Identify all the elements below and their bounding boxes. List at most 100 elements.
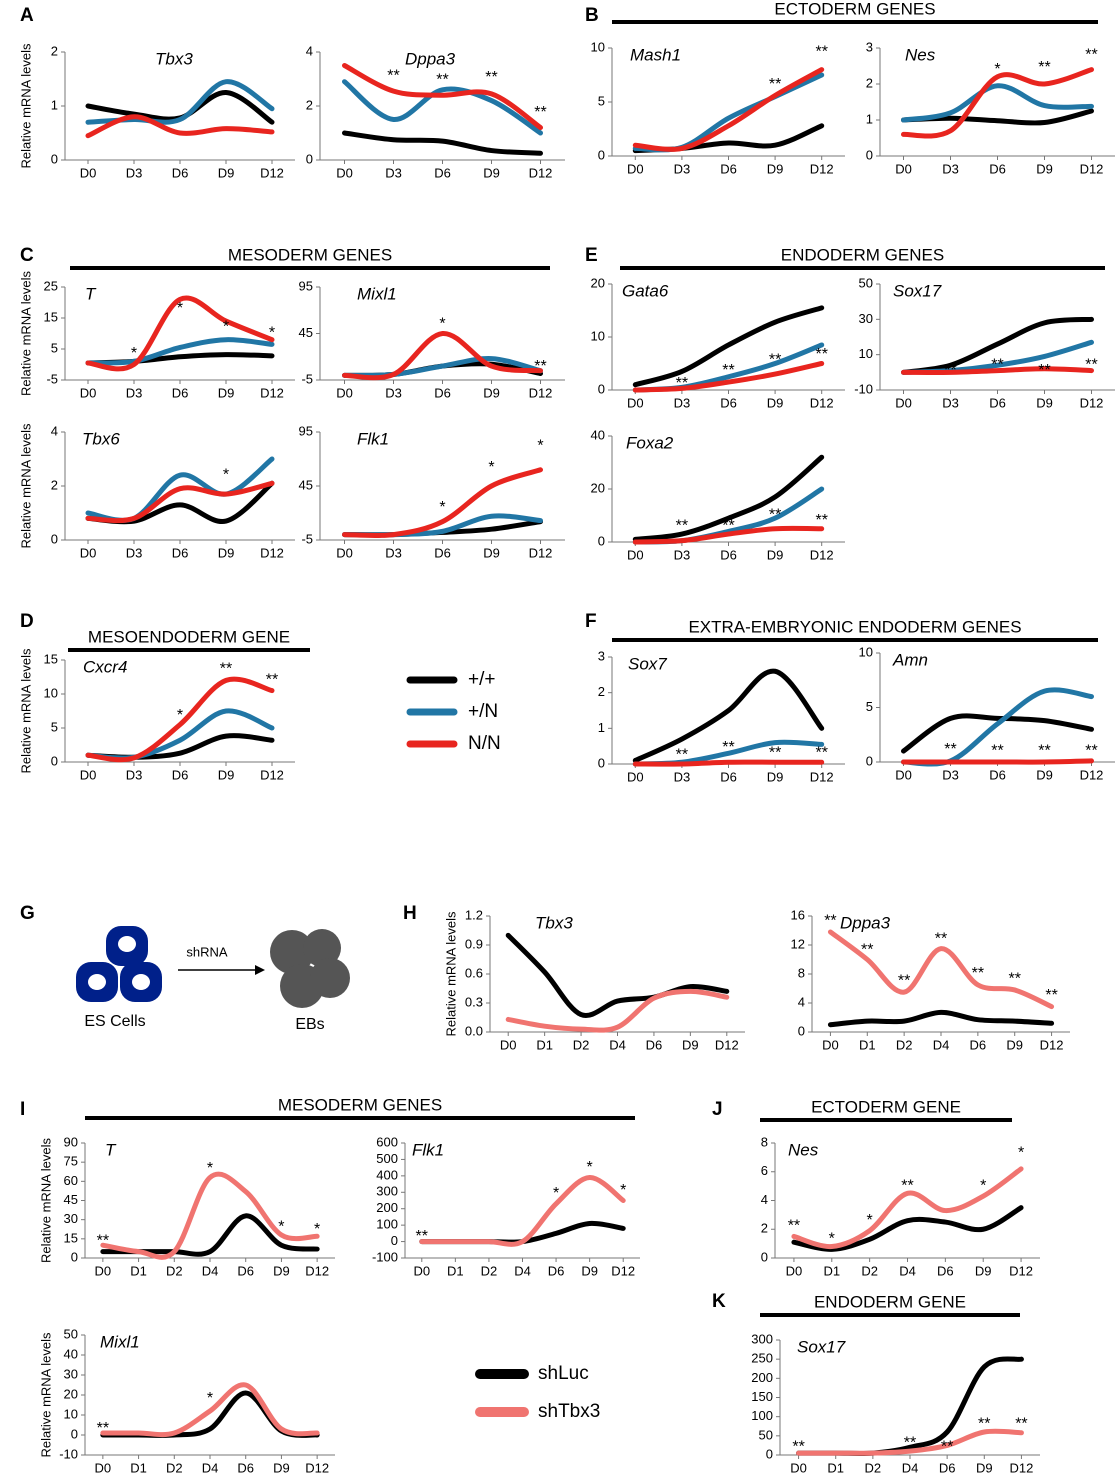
x-tick-label: D6 xyxy=(937,1263,954,1278)
x-tick-label: D12 xyxy=(715,1037,739,1052)
x-tick-label: D9 xyxy=(767,161,784,176)
x-tick-label: D3 xyxy=(126,385,143,400)
y-tick-label: 50 xyxy=(64,1326,78,1341)
x-tick-label: D6 xyxy=(720,769,737,784)
y-tick-label: 0.9 xyxy=(465,936,483,951)
chart-title: Flk1 xyxy=(357,429,389,448)
significance-mark: ** xyxy=(676,517,688,534)
y-tick-label: 200 xyxy=(751,1370,773,1385)
x-tick-label: D1 xyxy=(130,1263,147,1278)
x-tick-label: D12 xyxy=(260,545,284,560)
y-tick-label: 0 xyxy=(598,147,605,162)
significance-mark: ** xyxy=(676,746,688,763)
significance-mark: ** xyxy=(944,741,956,758)
y-tick-label: 95 xyxy=(299,423,313,438)
y-tick-label: 100 xyxy=(376,1217,398,1232)
x-tick-label: D0 xyxy=(895,395,912,410)
x-tick-label: D6 xyxy=(434,545,451,560)
x-tick-label: D6 xyxy=(720,395,737,410)
chart-title: Mixl1 xyxy=(100,1332,140,1351)
figure: shRNA ES Cells EBs ABCEDFGHIJKECTODERM G… xyxy=(0,0,1119,1474)
y-tick-label: 10 xyxy=(44,685,58,700)
y-tick-label: 20 xyxy=(591,480,605,495)
x-tick-label: D12 xyxy=(810,769,834,784)
y-tick-label: 4 xyxy=(306,43,313,58)
x-tick-label: D12 xyxy=(529,385,553,400)
significance-mark: ** xyxy=(769,76,781,93)
y-tick-label: -10 xyxy=(59,1446,78,1461)
y-axis-label: Relative mRNA levels xyxy=(443,911,458,1036)
x-tick-label: D6 xyxy=(970,1037,987,1052)
x-tick-label: D0 xyxy=(627,769,644,784)
x-tick-label: D6 xyxy=(237,1263,254,1278)
significance-mark: * xyxy=(223,319,229,336)
panel-letter: G xyxy=(20,903,35,924)
y-tick-label: 3 xyxy=(598,648,605,663)
significance-mark: ** xyxy=(722,739,734,756)
x-tick-label: D0 xyxy=(627,547,644,562)
x-tick-label: D0 xyxy=(336,545,353,560)
significance-mark: ** xyxy=(935,930,947,947)
chart-title: Sox7 xyxy=(628,654,667,673)
series-line xyxy=(508,935,727,1015)
x-tick-label: D3 xyxy=(385,545,402,560)
x-tick-label: D3 xyxy=(674,395,691,410)
y-tick-label: 4 xyxy=(798,994,805,1009)
x-tick-label: D6 xyxy=(172,385,189,400)
x-tick-label: D6 xyxy=(989,767,1006,782)
y-tick-label: 50 xyxy=(859,275,873,290)
x-tick-label: D9 xyxy=(218,545,235,560)
significance-mark: ** xyxy=(901,1177,913,1194)
y-tick-label: 400 xyxy=(376,1167,398,1182)
significance-mark: ** xyxy=(991,356,1003,373)
x-tick-label: D12 xyxy=(810,547,834,562)
x-tick-label: D9 xyxy=(682,1037,699,1052)
arrow-label: shRNA xyxy=(186,944,228,959)
x-tick-label: D12 xyxy=(260,165,284,180)
significance-mark: ** xyxy=(416,1228,428,1245)
chart-title: Nes xyxy=(788,1140,819,1159)
x-tick-label: D6 xyxy=(989,395,1006,410)
y-tick-label: -5 xyxy=(46,371,58,386)
significance-mark: ** xyxy=(904,1435,916,1452)
x-tick-label: D9 xyxy=(975,1263,992,1278)
y-tick-label: 250 xyxy=(751,1351,773,1366)
y-tick-label: 0 xyxy=(761,1249,768,1264)
x-tick-label: D9 xyxy=(1036,395,1053,410)
significance-mark: * xyxy=(177,300,183,317)
y-tick-label: 600 xyxy=(376,1134,398,1149)
y-tick-label: 5 xyxy=(866,699,873,714)
x-tick-label: D0 xyxy=(627,395,644,410)
x-tick-label: D3 xyxy=(674,547,691,562)
x-tick-label: D0 xyxy=(413,1263,430,1278)
significance-mark: ** xyxy=(1038,362,1050,379)
chart-title: T xyxy=(85,284,97,303)
y-tick-label: 6 xyxy=(761,1163,768,1178)
panel-letter: C xyxy=(20,245,34,266)
x-tick-label: D6 xyxy=(237,1460,254,1474)
y-tick-label: 2 xyxy=(761,1221,768,1236)
significance-mark: ** xyxy=(815,346,827,363)
significance-mark: ** xyxy=(534,104,546,121)
x-tick-label: D9 xyxy=(273,1263,290,1278)
panel-letter: H xyxy=(403,903,417,924)
y-tick-label: 0 xyxy=(598,533,605,548)
y-tick-label: 1.2 xyxy=(465,907,483,922)
y-tick-label: 0 xyxy=(71,1249,78,1264)
x-tick-label: D4 xyxy=(899,1263,916,1278)
chart-title: Amn xyxy=(892,650,928,669)
x-tick-label: D3 xyxy=(126,165,143,180)
y-tick-label: 50 xyxy=(759,1427,773,1442)
significance-mark: ** xyxy=(978,1416,990,1433)
cell-nucleus xyxy=(88,974,106,990)
significance-mark: ** xyxy=(1038,742,1050,759)
y-axis-label: Relative mRNA levels xyxy=(18,271,33,396)
x-tick-label: D9 xyxy=(218,165,235,180)
legend-label: shTbx3 xyxy=(538,1401,600,1422)
x-tick-label: D2 xyxy=(481,1263,498,1278)
y-tick-label: 0 xyxy=(598,381,605,396)
chart-title: Mash1 xyxy=(630,45,681,64)
y-tick-label: 60 xyxy=(64,1173,78,1188)
x-tick-label: D12 xyxy=(305,1460,329,1474)
significance-mark: ** xyxy=(97,1233,109,1250)
